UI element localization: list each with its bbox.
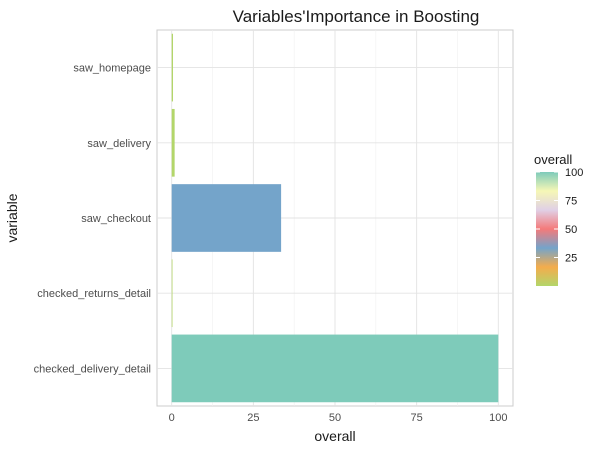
x-tick-label: 100 (489, 412, 507, 424)
bar-checked-delivery-detail (171, 334, 499, 403)
x-tick-labels: 0 25 50 75 100 (169, 412, 508, 424)
legend: overall 25 50 75 100 (534, 152, 583, 286)
bar-saw-delivery (171, 108, 175, 177)
y-tick-label: saw_checkout (81, 213, 151, 225)
y-tick-label: checked_returns_detail (37, 288, 151, 300)
x-tick-label: 50 (329, 412, 341, 424)
legend-title: overall (534, 152, 572, 167)
legend-tick-label: 50 (565, 224, 577, 236)
bar-saw-checkout (171, 184, 282, 252)
legend-colorbar (536, 172, 558, 286)
y-axis-title: variable (4, 193, 20, 242)
legend-ticks: 25 50 75 100 (536, 167, 583, 265)
bars (171, 33, 499, 403)
bar-saw-homepage (171, 33, 174, 102)
x-tick-label: 0 (169, 412, 175, 424)
legend-tick-label: 25 (565, 253, 577, 265)
legend-tick-label: 100 (565, 167, 583, 179)
bar-checked-returns-detail (171, 259, 173, 328)
legend-tick-label: 75 (565, 196, 577, 208)
chart-title: Variables'Importance in Boosting (233, 7, 480, 26)
x-tick-label: 75 (411, 412, 423, 424)
y-tick-labels: saw_homepage saw_delivery saw_checkoutchec… (34, 63, 152, 376)
x-axis-title: overall (314, 428, 355, 444)
x-tick-label: 25 (247, 412, 259, 424)
y-tick-label: saw_homepage (73, 63, 151, 75)
y-tick-label: checked_delivery_detail (34, 363, 151, 375)
y-tick-label: saw_delivery (87, 138, 151, 150)
